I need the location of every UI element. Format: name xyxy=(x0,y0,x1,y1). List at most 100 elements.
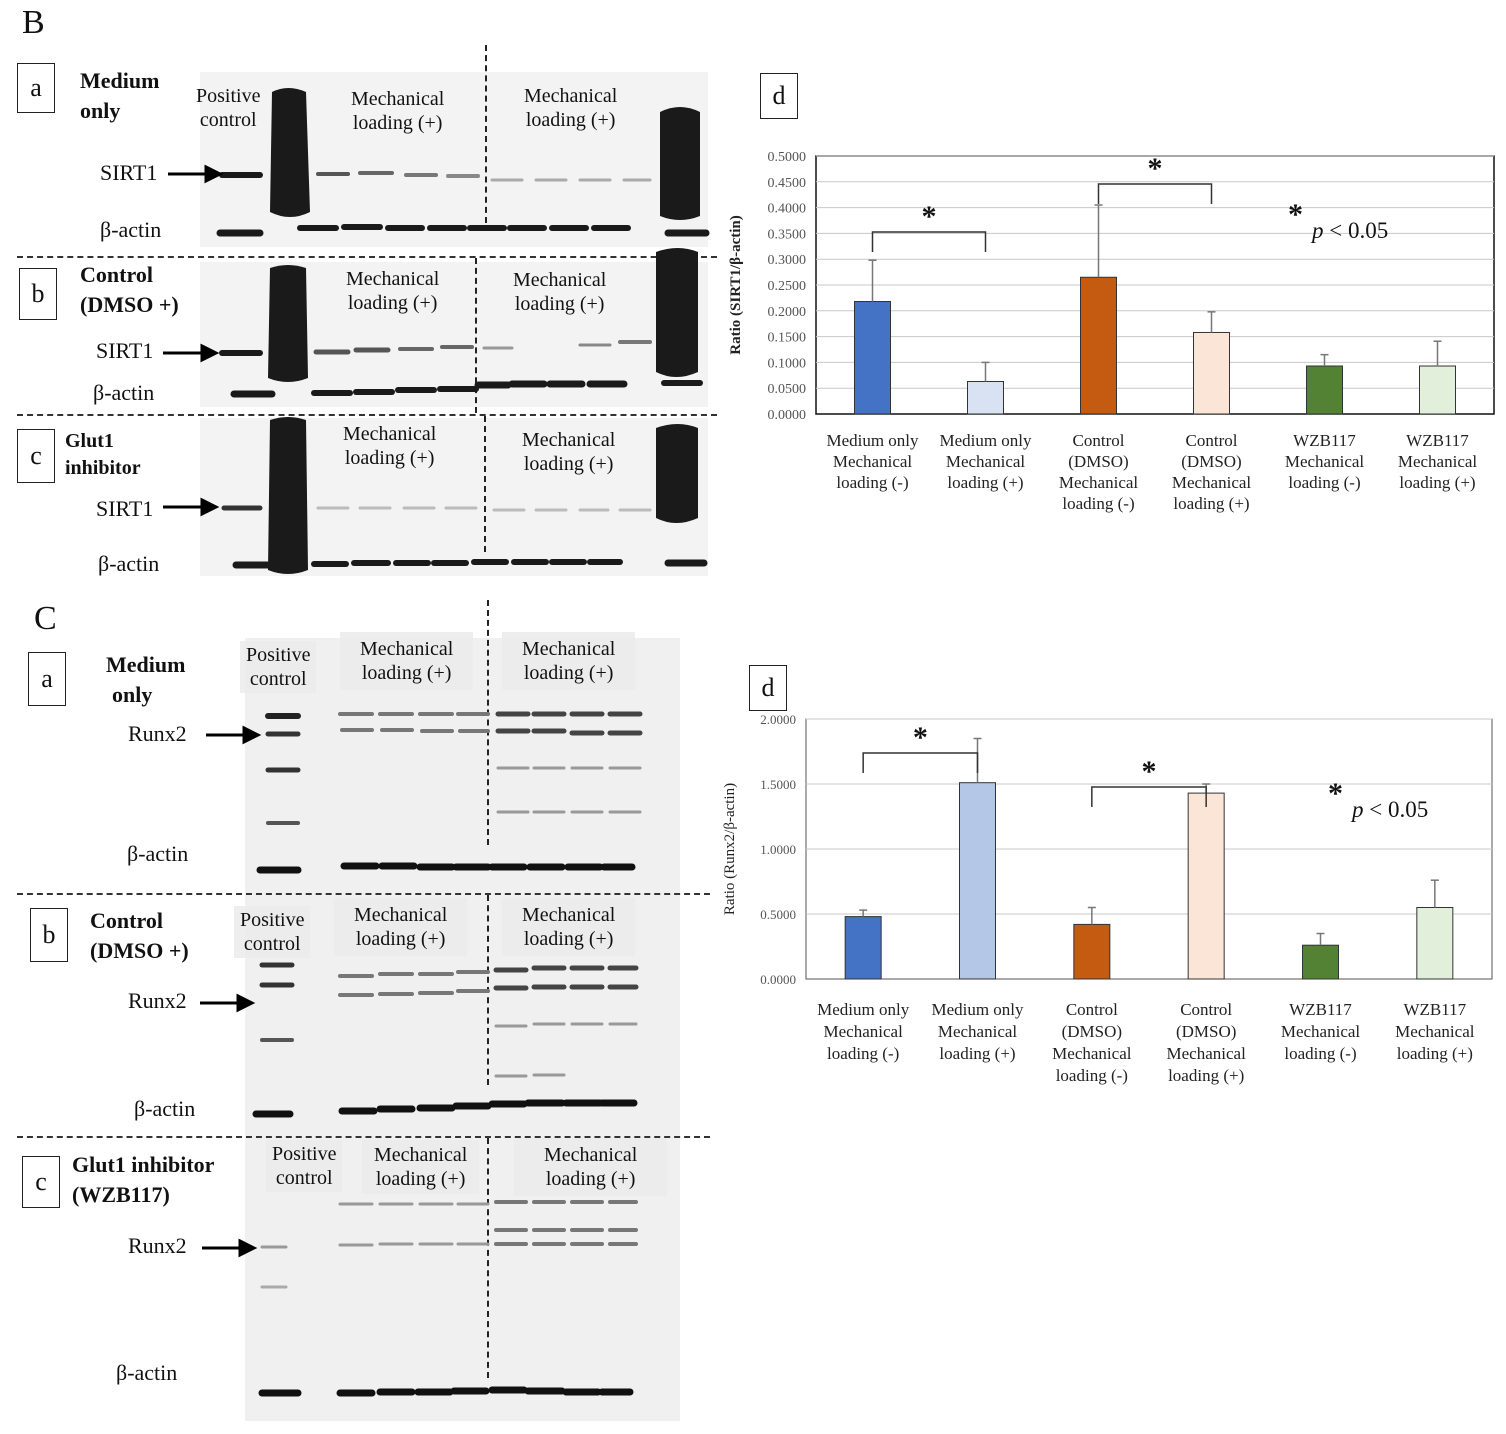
positive-control-label-b-a: Positive control xyxy=(196,85,261,131)
bar xyxy=(1419,365,1456,415)
category-label: WZB117 Mechanical loading (-) xyxy=(1285,431,1365,492)
loading-label-c-b-left: Mechanical loading (+) xyxy=(334,898,468,956)
condition-label-b-b: Control (DMSO +) xyxy=(80,262,179,317)
condition-label-c-b: Control (DMSO +) xyxy=(90,908,189,963)
loading-label-c-c-right: Mechanical loading (+) xyxy=(514,1138,668,1196)
chart-tag-sirt1: d xyxy=(760,73,798,119)
y-tick-label: 0.0000 xyxy=(768,408,807,423)
bar xyxy=(1187,792,1225,980)
target-label-c-c: Runx2 xyxy=(128,1233,187,1258)
category-label: WZB117 Mechanical loading (+) xyxy=(1395,1000,1475,1063)
actin-label-b-a: β-actin xyxy=(100,217,162,242)
condition-label-b-a: Medium only xyxy=(80,68,160,123)
y-axis-label: Ratio (Runx2/β-actin) xyxy=(722,783,738,915)
blot-bands-c xyxy=(200,711,643,1397)
group-divider xyxy=(475,258,477,413)
annotation-star: * xyxy=(1288,198,1303,231)
y-tick-label: 0.1500 xyxy=(768,331,807,346)
row-divider xyxy=(17,893,710,895)
significance-bracket xyxy=(862,752,979,773)
y-tick-label: 0.3500 xyxy=(768,227,807,242)
category-label: Control (DMSO) Mechanical loading (+) xyxy=(1167,1000,1247,1085)
loading-label-c-c-left: Mechanical loading (+) xyxy=(362,1140,480,1194)
group-divider xyxy=(485,45,487,223)
significance-star: * xyxy=(1142,755,1157,788)
category-label: Medium only Mechanical loading (-) xyxy=(826,431,919,492)
target-label-b-b: SIRT1 xyxy=(96,338,154,363)
bar xyxy=(1193,331,1230,415)
actin-label-c-b: β-actin xyxy=(134,1096,196,1121)
bar xyxy=(959,782,996,980)
actin-label-c-c: β-actin xyxy=(116,1360,178,1385)
actin-label-b-c: β-actin xyxy=(98,551,160,576)
row-tag-c-a: a xyxy=(28,652,66,706)
significance-bracket xyxy=(871,231,987,252)
group-divider xyxy=(484,416,486,552)
bar xyxy=(844,916,882,980)
y-tick-label: 0.2000 xyxy=(768,305,807,320)
loading-label-b-b-right: Mechanical loading (+) xyxy=(513,269,607,315)
y-tick-label: 2.0000 xyxy=(760,712,796,727)
category-label: Medium only Mechanical loading (+) xyxy=(931,1000,1024,1063)
group-divider xyxy=(487,1138,489,1378)
significance-star: * xyxy=(922,200,937,233)
category-label: Control (DMSO) Mechanical loading (-) xyxy=(1059,431,1139,513)
positive-control-label-c-b: Positive control xyxy=(234,906,311,958)
category-label: Control (DMSO) Mechanical loading (+) xyxy=(1172,431,1252,513)
blot-bands-b xyxy=(163,88,710,574)
row-tag-c-b: b xyxy=(30,908,68,962)
y-tick-label: 0.4000 xyxy=(768,202,807,217)
bar xyxy=(1416,907,1454,980)
loading-label-b-c-left: Mechanical loading (+) xyxy=(343,423,437,469)
significance-bracket xyxy=(1091,786,1207,807)
positive-control-label-c-c: Positive control xyxy=(266,1140,343,1192)
y-tick-label: 0.3000 xyxy=(768,253,807,268)
group-divider xyxy=(487,600,489,845)
loading-label-b-a-left: Mechanical loading (+) xyxy=(351,88,445,134)
bar xyxy=(1073,923,1111,980)
y-tick-label: 0.0500 xyxy=(768,382,807,397)
y-tick-label: 0.5000 xyxy=(760,907,796,922)
bar xyxy=(1080,276,1117,415)
target-label-b-a: SIRT1 xyxy=(100,160,158,185)
row-tag-b-c: c xyxy=(17,429,55,483)
annotation-star: * xyxy=(1328,777,1343,810)
bar xyxy=(1306,365,1343,415)
y-tick-label: 1.0000 xyxy=(760,842,796,857)
y-tick-label: 0.1000 xyxy=(768,356,807,371)
y-tick-label: 0.5000 xyxy=(768,150,807,165)
category-label: WZB117 Mechanical loading (-) xyxy=(1281,1000,1361,1063)
sirt1-bar-chart: 0.0000 0.0500 0.1000 0.1500 0.2000 0.2500 0.30… xyxy=(728,150,1495,513)
row-divider xyxy=(17,414,717,416)
runx2-bar-chart: 0.0000 0.5000 1.0000 1.5000 2.0000 Ratio (Run… xyxy=(722,712,1493,1085)
p-value-annotation: p < 0.05 xyxy=(1350,797,1428,822)
y-tick-label: 0.2500 xyxy=(768,279,807,294)
chart-tag-runx2: d xyxy=(749,665,787,711)
loading-label-b-a-right: Mechanical loading (+) xyxy=(524,85,618,131)
actin-label-c-a: β-actin xyxy=(127,841,189,866)
loading-label-c-a-right: Mechanical loading (+) xyxy=(502,632,636,690)
significance-star: * xyxy=(913,721,928,754)
bar xyxy=(1302,944,1339,980)
category-label: Medium only Mechanical loading (+) xyxy=(939,431,1032,492)
bar xyxy=(967,380,1004,415)
category-label: Medium only Mechanical loading (-) xyxy=(817,1000,910,1063)
y-axis-label: Ratio (SIRT1/β-actin) xyxy=(728,215,744,354)
loading-label-b-b-left: Mechanical loading (+) xyxy=(346,268,440,314)
actin-label-b-b: β-actin xyxy=(93,380,155,405)
target-label-b-c: SIRT1 xyxy=(96,496,154,521)
loading-label-c-a-left: Mechanical loading (+) xyxy=(340,632,474,690)
panel-letter-c: C xyxy=(34,600,57,637)
loading-label-b-c-right: Mechanical loading (+) xyxy=(522,429,616,475)
western-blot-c xyxy=(245,638,680,1421)
loading-label-c-b-right: Mechanical loading (+) xyxy=(502,898,636,956)
condition-label-b-c: Glut1 inhibitor xyxy=(65,430,141,479)
row-tag-b-b: b xyxy=(19,268,57,320)
category-label: WZB117 Mechanical loading (+) xyxy=(1398,431,1478,492)
y-tick-label: 0.0000 xyxy=(760,972,796,987)
category-label: Control (DMSO) Mechanical loading (-) xyxy=(1052,1000,1132,1085)
y-tick-label: 0.4500 xyxy=(768,176,807,191)
target-label-c-b: Runx2 xyxy=(128,988,187,1013)
row-tag-b-a: a xyxy=(17,63,55,113)
positive-control-label-c-a: Positive control xyxy=(240,641,317,693)
